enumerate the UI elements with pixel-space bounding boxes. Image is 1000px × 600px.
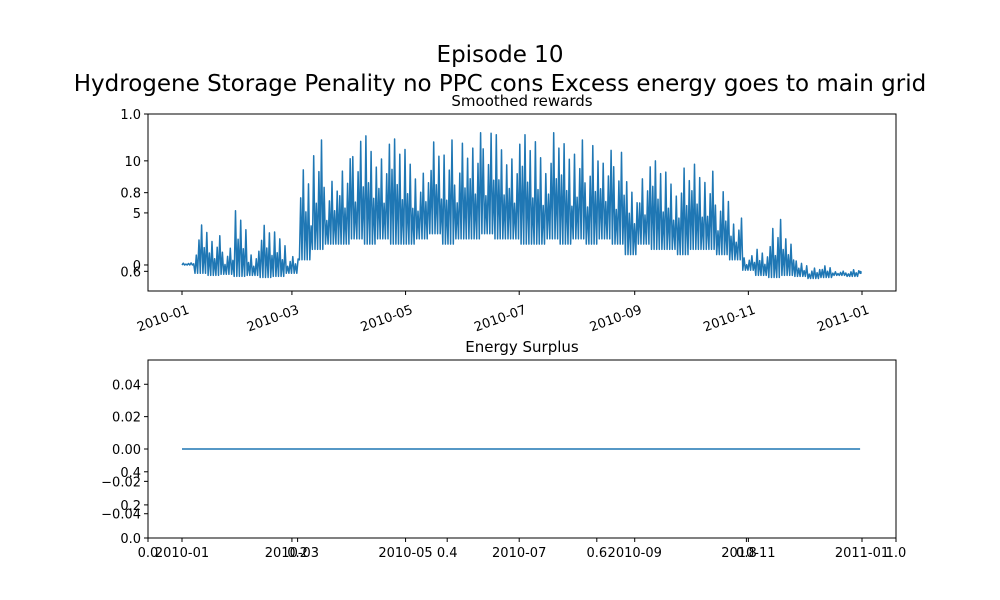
- overlay-x-tick-label: 0.4: [437, 546, 458, 561]
- overlay-y-tick-label: 1.0: [120, 108, 141, 123]
- x-tick-label: 2010-09: [608, 546, 662, 561]
- overlay-y-tick-label: 0.8: [120, 187, 141, 202]
- overlay-y-tick-label: 0.0: [120, 532, 141, 547]
- chart-title: Smoothed rewards: [451, 92, 592, 110]
- y-tick-label: −0.02: [101, 475, 141, 490]
- x-tick-label: 2010-07: [492, 546, 546, 561]
- x-tick-label: 2010-01: [155, 546, 209, 561]
- series-line: [181, 131, 862, 280]
- axes-frame: [147, 113, 897, 292]
- x-tick-label: 2010-03: [265, 546, 319, 561]
- overlay-y-tick-label: 0.4: [120, 466, 141, 481]
- y-tick-label: 0: [133, 259, 141, 274]
- y-tick-label: −0.04: [101, 508, 141, 523]
- axis-ticks: −0.04 −0.02 0.00 0.02 0.04 0.0 0.2 0.4 2010-01 20…: [101, 378, 906, 561]
- overlay-x-tick-label: 0.0: [138, 546, 159, 561]
- figure-title-line2: Hydrogene Storage Penality no PPC cons E…: [74, 71, 926, 97]
- y-tick-label: 5: [133, 207, 141, 222]
- figure-title-line1: Episode 10: [437, 42, 564, 68]
- chart-title: Energy Surplus: [465, 338, 579, 356]
- y-tick-label: 0.02: [112, 411, 141, 426]
- x-tick-label: 2011-01: [835, 546, 889, 561]
- y-tick-label: 0.00: [112, 443, 141, 458]
- overlay-y-tick-label: 0.2: [120, 499, 141, 514]
- overlay-x-tick-label: 0.6: [586, 546, 607, 561]
- x-tick-label: 2010-11: [721, 546, 775, 561]
- plot-area: [181, 131, 862, 280]
- chart-energy-surplus: Energy Surplus −0.04 −0.02 0.00 0.02 0.04 0.0…: [101, 338, 906, 561]
- overlay-x-tick-label: 1.0: [886, 546, 907, 561]
- overlay-x-tick-label: 0.8: [736, 546, 757, 561]
- overlay-y-tick-label: 0.6: [120, 265, 141, 280]
- x-tick-label: 2010-05: [378, 546, 432, 561]
- y-tick-label: 10: [124, 155, 141, 170]
- y-tick-label: 0.04: [112, 378, 141, 393]
- overlay-x-tick-label: 0.2: [287, 546, 308, 561]
